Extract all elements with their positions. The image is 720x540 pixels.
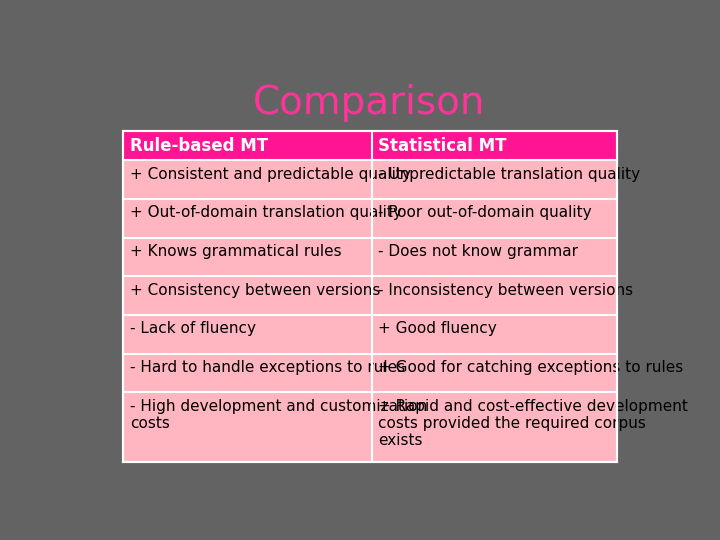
Text: + Knows grammatical rules: + Knows grammatical rules	[130, 244, 342, 259]
Text: + Rapid and cost-effective development
costs provided the required corpus
exists: + Rapid and cost-effective development c…	[379, 399, 688, 448]
Text: + Consistent and predictable quality: + Consistent and predictable quality	[130, 167, 411, 181]
FancyBboxPatch shape	[124, 276, 372, 315]
Text: + Good fluency: + Good fluency	[379, 321, 498, 336]
Text: + Consistency between versions: + Consistency between versions	[130, 282, 381, 298]
Text: - Does not know grammar: - Does not know grammar	[379, 244, 578, 259]
FancyBboxPatch shape	[124, 393, 372, 462]
Text: - Unpredictable translation quality: - Unpredictable translation quality	[379, 167, 641, 181]
FancyBboxPatch shape	[372, 199, 617, 238]
FancyBboxPatch shape	[372, 393, 617, 462]
Text: - Poor out-of-domain quality: - Poor out-of-domain quality	[379, 205, 592, 220]
Text: Comparison: Comparison	[253, 84, 485, 122]
FancyBboxPatch shape	[124, 238, 372, 276]
FancyBboxPatch shape	[124, 354, 372, 393]
FancyBboxPatch shape	[124, 160, 372, 199]
Text: - Inconsistency between versions: - Inconsistency between versions	[379, 282, 634, 298]
FancyBboxPatch shape	[372, 238, 617, 276]
FancyBboxPatch shape	[372, 160, 617, 199]
FancyBboxPatch shape	[124, 131, 372, 160]
FancyBboxPatch shape	[372, 276, 617, 315]
FancyBboxPatch shape	[372, 315, 617, 354]
Text: Rule-based MT: Rule-based MT	[130, 137, 269, 155]
Text: + Good for catching exceptions to rules: + Good for catching exceptions to rules	[379, 360, 684, 375]
Text: - High development and customization
costs: - High development and customization cos…	[130, 399, 428, 431]
Text: + Out-of-domain translation quality: + Out-of-domain translation quality	[130, 205, 402, 220]
Text: - Lack of fluency: - Lack of fluency	[130, 321, 256, 336]
Text: Statistical MT: Statistical MT	[379, 137, 507, 155]
FancyBboxPatch shape	[372, 131, 617, 160]
Text: - Hard to handle exceptions to rules: - Hard to handle exceptions to rules	[130, 360, 405, 375]
FancyBboxPatch shape	[372, 354, 617, 393]
FancyBboxPatch shape	[124, 199, 372, 238]
FancyBboxPatch shape	[124, 315, 372, 354]
